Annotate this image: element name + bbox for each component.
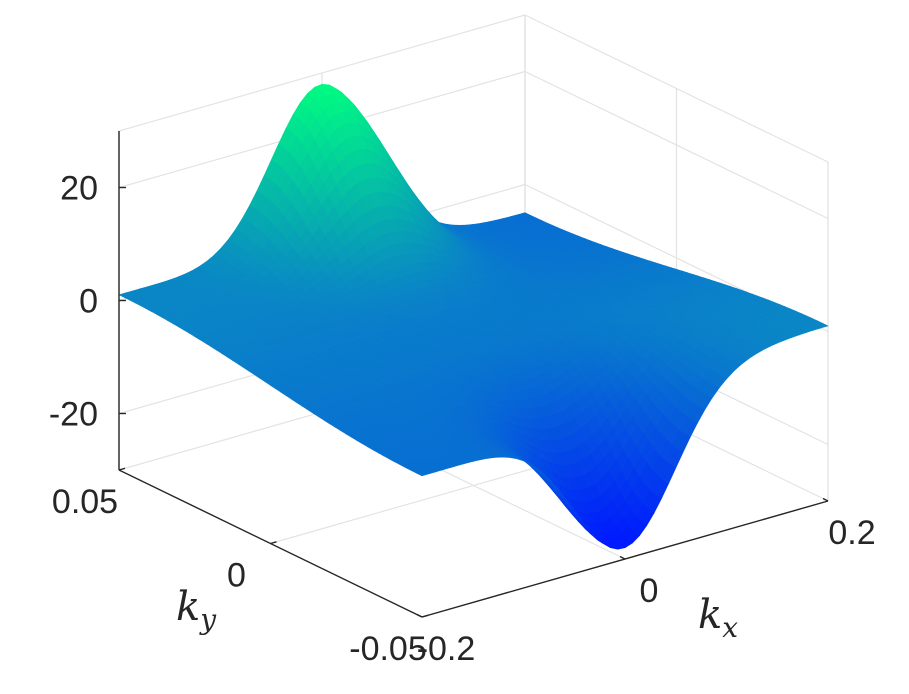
x-axis-label: kx	[698, 592, 738, 644]
axes	[118, 131, 829, 618]
z-tick-label-0: -20	[49, 396, 98, 434]
x-tick-label-0: -0.2	[417, 630, 476, 668]
y-tick-mark-0	[421, 614, 429, 618]
axis-labels: kx ky	[176, 584, 738, 644]
tick-labels: -0.2 0 0.2 -0.05 0 0.05 -20 0 20	[49, 170, 876, 669]
x-tick-label-1: 0	[640, 572, 659, 610]
x-tick-mark-1	[619, 555, 626, 560]
y-axis-label-base: k	[176, 584, 200, 630]
surface	[118, 83, 829, 550]
x-axis-label-base: k	[698, 592, 722, 638]
x-tick-mark-0	[416, 613, 423, 618]
y-tick-label-1: 0	[227, 557, 246, 595]
x-tick-label-2: 0.2	[828, 514, 875, 552]
y-tick-label-2: 0.05	[52, 483, 118, 521]
top-edge-a	[118, 14, 526, 132]
y-tick-mark-2	[118, 467, 126, 471]
top-edge-b	[524, 14, 829, 163]
y-tick-label-0: -0.05	[349, 630, 427, 668]
y-tick-mark-1	[270, 541, 277, 545]
wall-grid-z-b-2	[524, 70, 829, 220]
z-tick-label-1: 0	[79, 283, 98, 321]
x-axis-label-sub: x	[722, 611, 738, 644]
y-axis-label: ky	[176, 584, 217, 636]
x-tick-mark-2	[822, 497, 829, 502]
y-axis-label-sub: y	[198, 603, 217, 636]
z-tick-label-2: 20	[60, 170, 98, 208]
surface-patch	[415, 470, 431, 477]
